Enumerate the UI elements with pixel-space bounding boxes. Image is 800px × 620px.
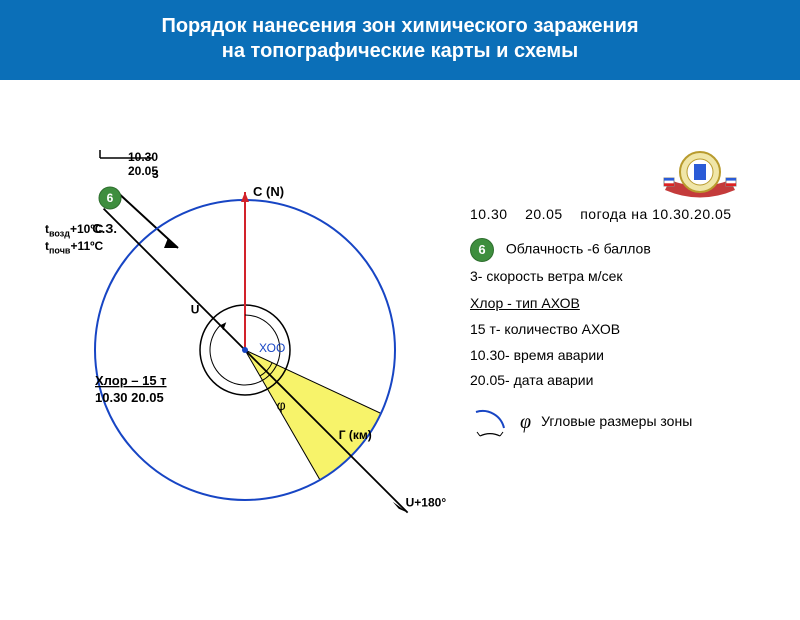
svg-text:U+180°: U+180°: [406, 496, 447, 510]
legend-date: 20.05: [525, 206, 563, 222]
legend-acc-time: 10.30- время аварии: [470, 345, 732, 367]
legend-cloud-row: 6 Облачность -6 баллов: [470, 238, 732, 262]
legend-chem-text: Хлор - тип АХОВ: [470, 295, 580, 311]
legend-acc-date: 20.05- дата аварии: [470, 370, 732, 392]
legend-cloud-text: Облачность -6 баллов: [506, 240, 651, 256]
page-title: Порядок нанесения зон химического зараже…: [0, 0, 800, 80]
legend-amount: 15 т- количество АХОВ: [470, 319, 732, 341]
svg-text:С (N): С (N): [253, 184, 284, 199]
title-line-2: на топографические карты и схемы: [10, 39, 790, 64]
legend-speed: 3- скорость ветра м/сек: [470, 266, 732, 288]
svg-text:10.30 20.05: 10.30 20.05: [95, 390, 164, 405]
title-line-1: Порядок нанесения зон химического зараже…: [10, 14, 790, 39]
legend-angle-label: Угловые размеры зоны: [541, 411, 692, 433]
content-area: 6 10.30 20.05 3 tвозд+10ºС tпочв+11ºС С …: [0, 80, 800, 620]
legend-weather-label: погода на 10.30.20.05: [580, 206, 731, 222]
svg-text:Г (км): Г (км): [339, 428, 372, 442]
svg-text:С.З.: С.З.: [92, 221, 117, 236]
legend-block: 10.30 20.05 погода на 10.30.20.05 6 Обла…: [470, 200, 732, 442]
phi-symbol: φ: [520, 407, 531, 438]
svg-text:U: U: [191, 303, 200, 317]
legend-angle-row: φ Угловые размеры зоны: [470, 402, 732, 442]
legend-time: 10.30: [470, 206, 508, 222]
legend-chem: Хлор - тип АХОВ: [470, 293, 732, 315]
cloud-badge: 6: [470, 238, 494, 262]
zone-diagram: С (N) С.З. ХОО U Г (км) φ U+180° Хлор – 15 т 10.…: [0, 80, 470, 605]
svg-text:ХОО: ХОО: [259, 341, 285, 355]
legend-top-row: 10.30 20.05 погода на 10.30.20.05: [470, 204, 732, 226]
angle-arc-icon: [470, 402, 510, 442]
svg-text:φ: φ: [277, 397, 286, 413]
svg-text:Хлор – 15 т: Хлор – 15 т: [95, 373, 167, 388]
